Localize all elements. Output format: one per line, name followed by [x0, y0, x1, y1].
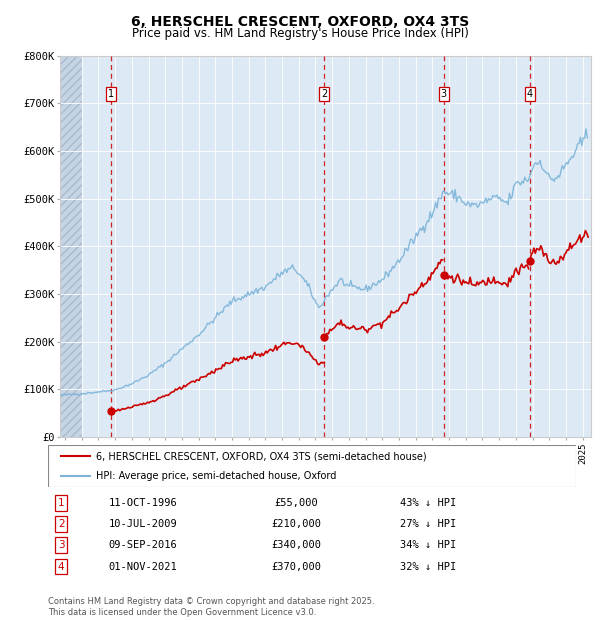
Text: Contains HM Land Registry data © Crown copyright and database right 2025.
This d: Contains HM Land Registry data © Crown c…: [48, 598, 374, 617]
Text: 32% ↓ HPI: 32% ↓ HPI: [400, 562, 456, 572]
Text: £210,000: £210,000: [271, 519, 321, 529]
Text: HPI: Average price, semi-detached house, Oxford: HPI: Average price, semi-detached house,…: [95, 471, 336, 481]
Text: 6, HERSCHEL CRESCENT, OXFORD, OX4 3TS: 6, HERSCHEL CRESCENT, OXFORD, OX4 3TS: [131, 16, 469, 30]
Text: 11-OCT-1996: 11-OCT-1996: [109, 498, 178, 508]
Text: 4: 4: [58, 562, 65, 572]
Text: 34% ↓ HPI: 34% ↓ HPI: [400, 540, 456, 551]
Text: £340,000: £340,000: [271, 540, 321, 551]
Text: 1: 1: [109, 89, 115, 99]
Text: 2: 2: [321, 89, 328, 99]
Text: 27% ↓ HPI: 27% ↓ HPI: [400, 519, 456, 529]
Text: £55,000: £55,000: [274, 498, 318, 508]
Text: 3: 3: [440, 89, 447, 99]
Text: 2: 2: [58, 519, 65, 529]
Text: £370,000: £370,000: [271, 562, 321, 572]
Text: 43% ↓ HPI: 43% ↓ HPI: [400, 498, 456, 508]
Text: 01-NOV-2021: 01-NOV-2021: [109, 562, 178, 572]
Text: 1: 1: [58, 498, 65, 508]
Text: 3: 3: [58, 540, 65, 551]
Text: 4: 4: [527, 89, 533, 99]
Text: Price paid vs. HM Land Registry's House Price Index (HPI): Price paid vs. HM Land Registry's House …: [131, 27, 469, 40]
Text: 09-SEP-2016: 09-SEP-2016: [109, 540, 178, 551]
Text: 6, HERSCHEL CRESCENT, OXFORD, OX4 3TS (semi-detached house): 6, HERSCHEL CRESCENT, OXFORD, OX4 3TS (s…: [95, 451, 426, 461]
Text: 10-JUL-2009: 10-JUL-2009: [109, 519, 178, 529]
